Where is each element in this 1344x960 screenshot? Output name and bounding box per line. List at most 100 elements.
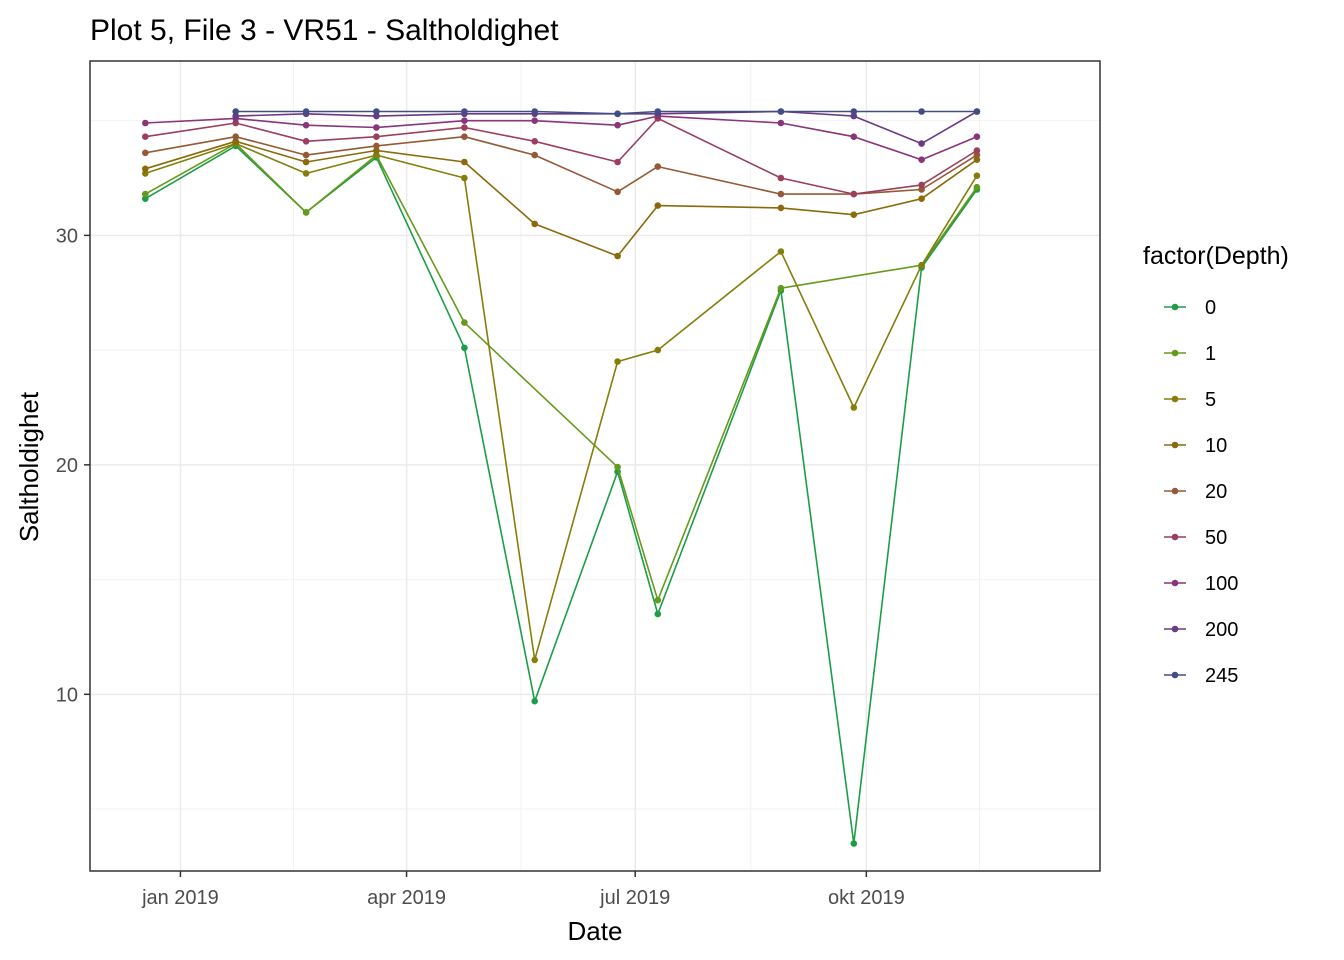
data-point [654, 202, 662, 209]
data-point [142, 170, 149, 177]
y-axis: 10 20 30 [56, 225, 90, 706]
data-point [302, 170, 310, 177]
data-point [654, 346, 662, 354]
legend-item-200: 200 [1164, 619, 1238, 641]
data-point [531, 108, 538, 115]
plot-panel [89, 60, 1101, 872]
y-tick-label: 20 [56, 455, 78, 477]
data-point [461, 133, 468, 140]
data-point [232, 133, 239, 140]
data-point [373, 147, 380, 154]
series-0 [142, 142, 981, 847]
data-point [531, 220, 538, 228]
x-tick-label: okt 2019 [828, 887, 905, 909]
legend-item-50: 50 [1164, 527, 1227, 549]
series-line-100 [145, 115, 978, 161]
x-tick-label: jan 2019 [141, 887, 219, 909]
data-point [142, 190, 149, 198]
legend-label: 200 [1205, 619, 1238, 641]
data-point [777, 174, 785, 182]
legend-key-point [1171, 349, 1179, 357]
series-line-20 [145, 135, 978, 195]
data-point [973, 151, 981, 159]
data-point [373, 108, 380, 115]
legend-label: 50 [1205, 527, 1227, 549]
data-point [531, 117, 538, 124]
data-point [614, 158, 621, 166]
legend-key-point [1171, 579, 1179, 587]
legend-key-point [1171, 303, 1179, 311]
data-point [142, 133, 149, 140]
data-point [302, 151, 310, 159]
data-point [461, 344, 468, 352]
grid-major [90, 61, 1100, 871]
data-point [614, 110, 621, 118]
series-line-50 [145, 117, 978, 195]
legend-label: 0 [1205, 297, 1216, 319]
data-point [850, 211, 858, 218]
legend-key-point [1171, 625, 1179, 633]
data-point [142, 165, 149, 173]
data-point [654, 596, 662, 604]
data-point [777, 204, 785, 212]
legend-key-point [1171, 487, 1179, 495]
series-5 [142, 140, 981, 664]
data-point [614, 188, 621, 196]
data-point [777, 108, 785, 115]
data-point [142, 119, 149, 127]
data-point [777, 284, 785, 292]
data-point [232, 138, 239, 145]
legend-item-1: 1 [1164, 343, 1216, 365]
data-point [973, 172, 981, 179]
legend: factor(Depth) 0 1 5 10 20 50 100 200 245 [1143, 242, 1289, 687]
y-tick-label: 10 [56, 684, 78, 706]
data-point [302, 209, 310, 216]
data-point [918, 181, 925, 189]
data-point [142, 149, 149, 157]
legend-key-point [1171, 671, 1179, 679]
data-point [918, 108, 925, 115]
legend-label: 1 [1205, 343, 1216, 365]
legend-item-10: 10 [1164, 435, 1227, 457]
series-line-10 [145, 140, 978, 257]
series-245 [232, 108, 981, 118]
data-point [850, 190, 858, 198]
legend-label: 5 [1205, 389, 1216, 411]
data-point [918, 140, 925, 147]
legend-item-100: 100 [1164, 573, 1238, 595]
data-point [654, 163, 662, 170]
data-point [302, 158, 310, 166]
x-tick-label: jul 2019 [599, 887, 670, 909]
data-point [373, 133, 380, 140]
data-point [614, 358, 621, 365]
data-point [777, 119, 785, 127]
data-point [461, 158, 468, 166]
series-line-5 [145, 142, 978, 661]
data-point [614, 463, 621, 471]
data-point [373, 142, 380, 150]
legend-key-point [1171, 395, 1179, 403]
series-10 [142, 138, 981, 260]
data-point [918, 261, 925, 269]
data-point [850, 404, 858, 411]
data-point [614, 252, 621, 260]
legend-key-point [1171, 441, 1179, 449]
data-point [654, 108, 662, 115]
legend-item-20: 20 [1164, 481, 1227, 503]
data-point [461, 117, 468, 124]
legend-key-point [1171, 533, 1179, 541]
series-1 [142, 140, 981, 604]
data-point [531, 697, 538, 705]
series-layer [142, 108, 981, 847]
data-point [302, 108, 310, 115]
chart-title: Plot 5, File 3 - VR51 - Saltholdighet [90, 14, 559, 47]
data-point [531, 656, 538, 664]
data-point [777, 190, 785, 198]
data-point [973, 147, 981, 154]
legend-title: factor(Depth) [1143, 242, 1289, 270]
data-point [302, 121, 310, 129]
y-tick-label: 30 [56, 225, 78, 247]
legend-item-245: 245 [1164, 665, 1238, 687]
data-point [531, 151, 538, 159]
